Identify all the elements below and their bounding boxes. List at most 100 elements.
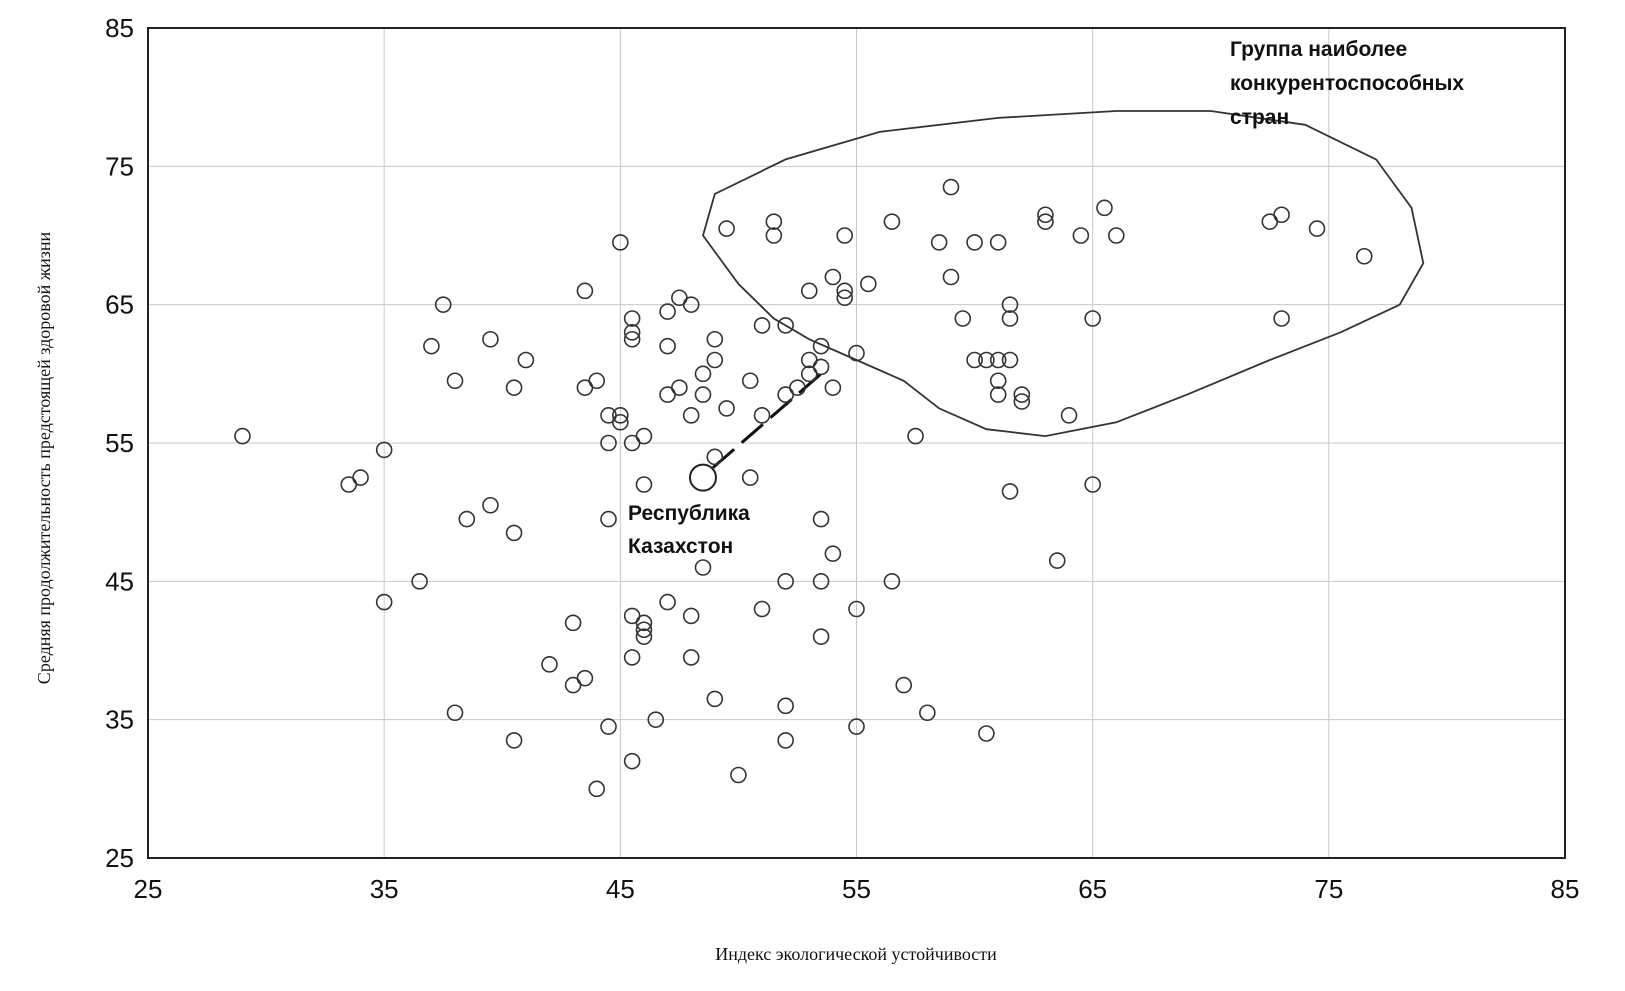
kazakhstan-arrow: [712, 372, 823, 469]
data-point: [1013, 393, 1031, 410]
competitive-group-region: [702, 110, 1425, 438]
data-point: [1273, 310, 1290, 327]
data-point: [682, 607, 700, 625]
data-point: [600, 434, 617, 452]
kazakhstan-annotation-line-1: Республика: [628, 502, 750, 525]
data-point: [541, 656, 558, 673]
data-point: [635, 427, 653, 445]
data-point: [812, 358, 830, 376]
data-point: [1001, 351, 1019, 369]
data-point: [883, 213, 901, 230]
x-tick-label: 45: [606, 874, 635, 904]
data-point: [989, 351, 1007, 369]
group-annotation: Группа наиболее конкурентоспособных стра…: [1230, 38, 1470, 129]
data-point: [588, 780, 606, 798]
data-point: [1037, 213, 1054, 230]
data-point: [635, 476, 653, 493]
data-point: [1001, 483, 1019, 500]
data-point: [623, 324, 641, 341]
data-point: [576, 669, 594, 687]
data-point: [824, 545, 842, 562]
x-tick-label: 85: [1551, 874, 1580, 904]
data-point: [730, 766, 747, 784]
data-point: [836, 227, 853, 244]
data-point: [836, 282, 853, 300]
data-point: [375, 441, 393, 459]
data-point: [848, 718, 865, 735]
data-point: [647, 711, 665, 728]
y-tick-label: 25: [105, 843, 134, 873]
data-point: [434, 296, 452, 313]
data-point: [375, 593, 393, 611]
data-point: [423, 337, 440, 355]
data-point: [883, 573, 901, 590]
data-point: [777, 732, 794, 749]
data-point: [706, 690, 724, 708]
data-point: [1084, 476, 1101, 493]
data-point: [682, 296, 700, 313]
data-point: [234, 427, 251, 445]
data-point: [706, 351, 724, 369]
data-point: [907, 427, 924, 445]
x-tick-label: 75: [1314, 874, 1343, 904]
data-point: [753, 407, 771, 424]
plot-frame: [147, 27, 1566, 859]
group-annotation-line-3: стран: [1230, 106, 1289, 129]
data-point: [694, 365, 712, 383]
data-point: [671, 379, 688, 396]
data-point: [458, 510, 476, 528]
data-point: [989, 234, 1007, 251]
data-point: [978, 725, 995, 742]
data-point: [1072, 227, 1090, 244]
data-point: [588, 372, 606, 390]
data-point: [1001, 296, 1019, 313]
data-point: [1084, 310, 1101, 327]
x-tick-label: 65: [1078, 874, 1107, 904]
data-point: [576, 282, 594, 300]
data-point: [741, 372, 759, 390]
data-point: [446, 704, 464, 722]
data-point: [848, 344, 865, 362]
data-point: [1355, 247, 1373, 265]
data-point: [978, 351, 995, 369]
group-annotation-line-2: конкурентоспособных: [1230, 72, 1464, 95]
data-point: [635, 614, 653, 632]
data-point: [446, 372, 464, 390]
x-tick-label: 25: [134, 874, 163, 904]
data-point: [919, 704, 936, 722]
data-point: [623, 649, 641, 666]
data-point: [659, 337, 676, 355]
data-point: [706, 448, 724, 466]
data-point: [966, 351, 983, 369]
x-axis-label: Индекс экологической устойчивости: [715, 944, 997, 964]
data-point: [1308, 220, 1326, 237]
y-tick-label: 65: [105, 290, 134, 320]
data-point: [812, 628, 830, 645]
data-point: [1273, 206, 1290, 224]
data-point: [824, 268, 842, 286]
data-point: [612, 413, 629, 431]
data-point: [789, 379, 806, 396]
y-tick-label: 55: [105, 428, 134, 458]
x-tick-label: 55: [842, 874, 871, 904]
data-point: [753, 317, 771, 334]
data-point: [1096, 199, 1113, 217]
data-point: [777, 573, 794, 590]
ticks-layer: 25 35 45 55 65 75 85 25 35 45 55 65 75 85: [105, 13, 1579, 904]
data-point: [706, 330, 724, 348]
data-point: [635, 621, 653, 639]
data-point: [1037, 206, 1054, 224]
data-point: [482, 330, 499, 348]
data-point: [682, 649, 700, 666]
data-point: [1048, 552, 1066, 569]
data-point: [836, 289, 853, 307]
data-point: [942, 178, 960, 196]
data-point: [989, 386, 1007, 403]
data-point: [812, 337, 830, 355]
data-point: [612, 407, 629, 424]
kazakhstan-marker: [688, 463, 717, 492]
data-point: [812, 573, 830, 590]
data-point: [777, 697, 794, 715]
data-point: [718, 220, 735, 237]
data-point: [411, 573, 428, 590]
